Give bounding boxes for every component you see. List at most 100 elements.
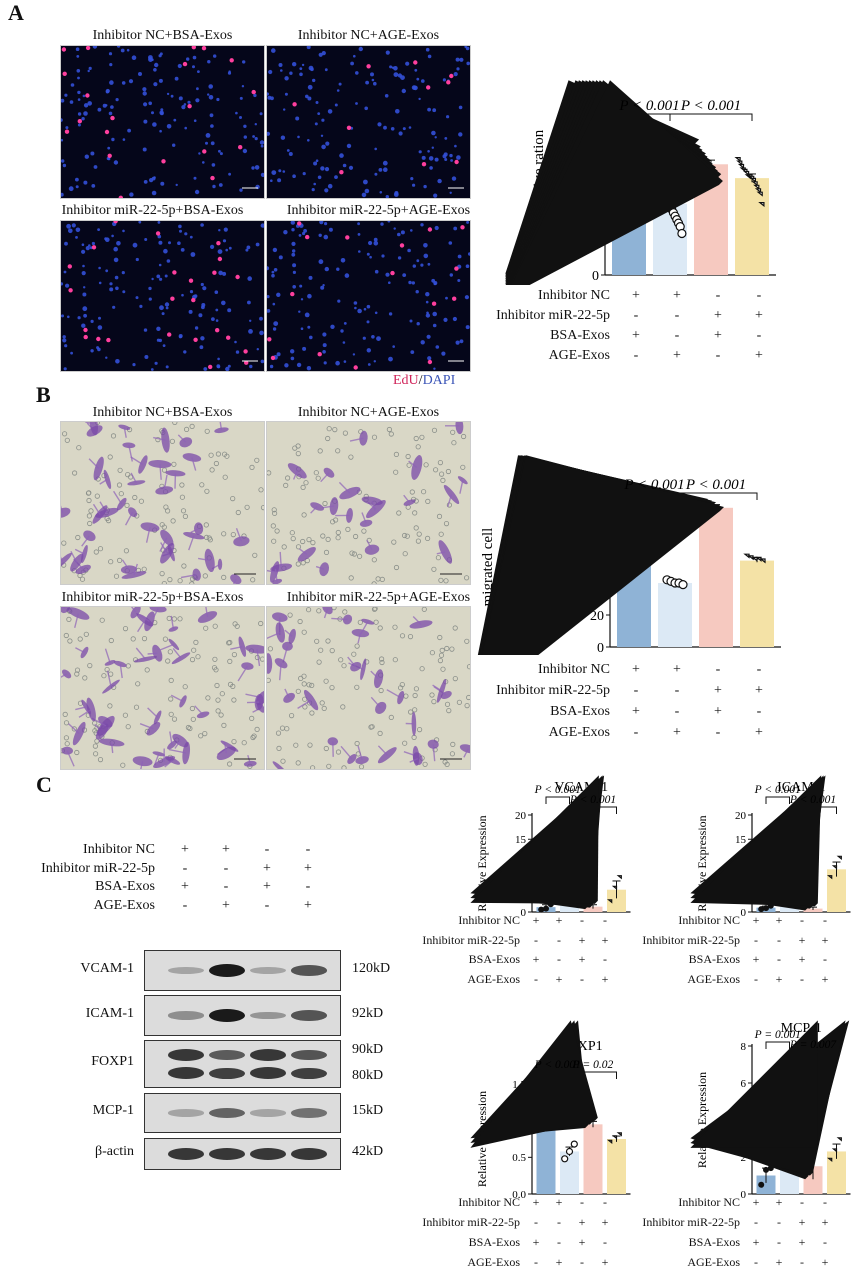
bar — [827, 869, 846, 912]
blot-band — [168, 1011, 204, 1020]
treatment-mark: - — [633, 308, 639, 323]
bar — [827, 1151, 846, 1194]
p-value-label: P = 0.001 — [754, 1029, 801, 1041]
p-value-label: P < 0.001 — [534, 1059, 581, 1071]
treatment-mark: + — [601, 1255, 609, 1269]
treatment-row-label: Inhibitor miR-22-5p — [496, 683, 610, 698]
data-point — [616, 1132, 622, 1137]
treatment-mark: - — [756, 704, 762, 719]
treatment-row-label: Inhibitor miR-22-5p — [642, 932, 740, 947]
p-value-label: P < 0.001 — [685, 477, 746, 493]
data-point — [677, 228, 687, 239]
y-tick-label: 0 — [741, 1189, 747, 1201]
data-point — [690, 775, 822, 907]
treatment-mark: + — [714, 308, 722, 323]
treatment-mark: + — [798, 1215, 806, 1229]
bar — [658, 583, 692, 647]
treatment-mark: + — [798, 952, 806, 966]
y-tick-label: 6 — [741, 1078, 747, 1090]
data-point — [756, 191, 763, 197]
blot-band — [250, 966, 286, 975]
treatment-mark: - — [557, 952, 561, 966]
p-value-label: P < 0.001 — [680, 98, 741, 114]
bar — [607, 889, 626, 912]
blot-band — [209, 1067, 245, 1080]
treatment-mark: + — [673, 662, 681, 677]
image-caption: Inhibitor NC+BSA-Exos — [92, 405, 233, 420]
treatment-mark: + — [775, 1195, 783, 1209]
data-point — [831, 865, 838, 870]
treatment-mark: - — [603, 913, 607, 927]
molecular-weight-label: 92kD — [352, 1005, 384, 1021]
treatment-mark: - — [715, 725, 721, 740]
y-tick-label: 0 — [521, 907, 527, 919]
treatment-mark: - — [603, 1235, 607, 1249]
treatment-mark: + — [632, 288, 640, 303]
data-point — [511, 80, 723, 285]
p-value-label: P < 0.001 — [789, 794, 836, 806]
micrograph-cells — [267, 221, 470, 371]
blot-strip — [144, 1093, 341, 1133]
data-point — [538, 906, 545, 913]
blot-band — [250, 1011, 286, 1020]
treatment-mark: + — [555, 971, 563, 986]
image-caption: Inhibitor miR-22-5p+BSA-Exos — [61, 203, 244, 218]
bar — [583, 906, 603, 912]
treatment-mark: - — [823, 913, 827, 927]
blot-band — [250, 1067, 286, 1080]
blot-band — [209, 1049, 245, 1061]
treatment-mark: + — [673, 348, 681, 363]
blot-strip — [144, 1138, 341, 1170]
blot-band — [250, 1148, 286, 1160]
treatment-mark: + — [775, 971, 783, 986]
edu-bar-chart: EdU positive ration00.050.100.150.200.25… — [505, 80, 776, 285]
y-tick-label: 8 — [741, 1041, 747, 1053]
significance-bracket — [569, 1071, 617, 1079]
panel-letter-c: C — [36, 772, 52, 797]
data-point — [827, 1157, 833, 1162]
data-point — [831, 1148, 838, 1153]
p-value-label: P < 0.001 — [754, 784, 801, 796]
treatment-mark: + — [775, 913, 783, 927]
micrograph-cells — [61, 46, 264, 198]
data-point — [754, 188, 762, 194]
treatment-mark: + — [578, 932, 586, 947]
blot-protein-label: FOXP1 — [91, 1054, 134, 1069]
treatment-row-label: AGE-Exos — [93, 897, 155, 913]
blot-band — [291, 1067, 327, 1080]
treatment-mark: - — [800, 1255, 804, 1269]
treatment-mark: + — [222, 897, 230, 913]
treatment-mark: + — [532, 913, 540, 927]
treatment-mark: - — [557, 1235, 561, 1249]
treatment-row-label: Inhibitor miR-22-5p — [422, 1215, 520, 1229]
y-tick-label: 0.5 — [512, 1152, 526, 1164]
treatment-mark: + — [821, 1255, 829, 1269]
treatment-mark: + — [632, 704, 640, 719]
treatment-mark: + — [555, 913, 563, 927]
treatment-mark: - — [580, 913, 584, 927]
treatment-mark: - — [777, 1235, 781, 1249]
data-point — [470, 1020, 598, 1148]
blot-band — [168, 966, 204, 975]
micrograph-cells — [61, 422, 264, 584]
treatment-row-label: AGE-Exos — [548, 348, 610, 363]
blot-band — [291, 1049, 327, 1061]
treatment-mark: + — [263, 879, 271, 894]
treatment-mark: + — [532, 1195, 540, 1209]
blot-protein-label: MCP-1 — [92, 1103, 134, 1118]
treatment-mark: + — [578, 952, 586, 966]
molecular-weight-label: 15kD — [352, 1103, 384, 1118]
y-tick-label: 15 — [735, 834, 747, 846]
significance-bracket — [674, 492, 758, 500]
bar — [699, 507, 733, 647]
y-tick-label: 0 — [741, 907, 747, 919]
transwell-micrograph — [60, 606, 265, 770]
treatment-mark: - — [633, 725, 639, 740]
blot-band — [209, 1108, 245, 1118]
treatment-row-label: Inhibitor NC — [538, 288, 610, 303]
treatment-mark: - — [534, 1255, 538, 1269]
treatment-mark: - — [305, 842, 311, 857]
treatment-mark: - — [777, 1215, 781, 1229]
treatment-mark: - — [715, 288, 721, 303]
